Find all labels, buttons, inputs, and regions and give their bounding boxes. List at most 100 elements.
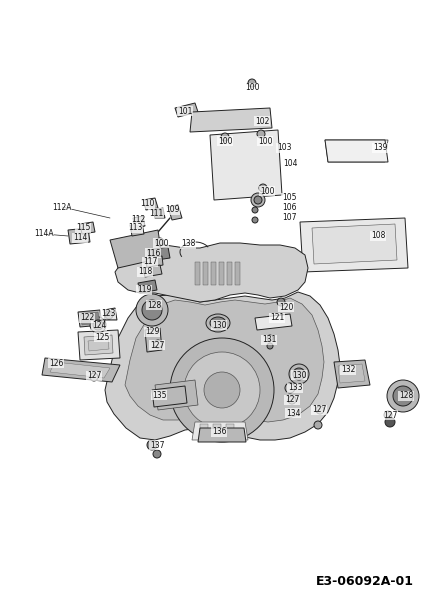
Circle shape	[277, 298, 285, 306]
Circle shape	[136, 294, 168, 326]
Polygon shape	[145, 328, 162, 352]
Polygon shape	[213, 424, 221, 438]
Circle shape	[384, 411, 392, 419]
Circle shape	[288, 396, 296, 404]
Text: 133: 133	[288, 383, 302, 392]
Polygon shape	[226, 424, 234, 438]
Text: 116: 116	[146, 248, 160, 257]
Text: 123: 123	[101, 310, 115, 319]
Polygon shape	[88, 339, 109, 351]
Text: 117: 117	[143, 257, 157, 266]
Circle shape	[184, 352, 260, 428]
Text: 122: 122	[80, 313, 94, 323]
Text: 108: 108	[371, 232, 385, 241]
Circle shape	[252, 207, 258, 213]
Text: 134: 134	[286, 409, 300, 418]
Circle shape	[254, 196, 262, 204]
Circle shape	[252, 217, 258, 223]
Text: 130: 130	[212, 320, 226, 329]
Polygon shape	[325, 140, 388, 162]
Text: 118: 118	[138, 268, 152, 277]
Polygon shape	[78, 330, 120, 360]
Text: 130: 130	[292, 370, 306, 379]
Circle shape	[90, 317, 106, 333]
Circle shape	[105, 311, 113, 319]
Text: 101: 101	[178, 107, 192, 115]
Polygon shape	[235, 262, 240, 285]
Polygon shape	[338, 364, 365, 383]
Polygon shape	[211, 262, 216, 285]
Polygon shape	[325, 140, 388, 162]
Text: 114: 114	[73, 233, 87, 242]
Text: 135: 135	[152, 391, 166, 400]
Text: 127: 127	[383, 410, 397, 419]
Text: 126: 126	[49, 358, 63, 367]
Text: 128: 128	[399, 391, 413, 401]
Circle shape	[267, 335, 273, 341]
Circle shape	[90, 373, 98, 381]
Polygon shape	[130, 223, 144, 236]
Polygon shape	[125, 298, 324, 422]
Polygon shape	[78, 310, 102, 327]
Text: 106: 106	[282, 203, 296, 212]
Polygon shape	[300, 218, 408, 272]
Polygon shape	[190, 108, 272, 132]
Text: 131: 131	[262, 335, 276, 344]
Polygon shape	[155, 380, 198, 410]
Polygon shape	[146, 256, 163, 268]
Text: 112: 112	[131, 215, 145, 224]
Circle shape	[314, 421, 322, 429]
Circle shape	[385, 417, 395, 427]
Text: 109: 109	[165, 205, 179, 214]
Polygon shape	[133, 216, 145, 228]
Text: 127: 127	[87, 371, 101, 380]
Polygon shape	[104, 308, 117, 320]
Polygon shape	[210, 130, 282, 200]
Circle shape	[156, 238, 164, 246]
Polygon shape	[219, 262, 224, 285]
Text: 136: 136	[212, 427, 226, 437]
Text: 138: 138	[181, 239, 195, 248]
Text: 112A: 112A	[52, 202, 72, 211]
Text: 102: 102	[255, 116, 269, 125]
Circle shape	[153, 450, 161, 458]
Text: 125: 125	[95, 332, 109, 341]
Polygon shape	[168, 205, 182, 220]
Circle shape	[147, 440, 157, 450]
Circle shape	[393, 386, 413, 406]
Circle shape	[248, 79, 256, 87]
Text: 119: 119	[137, 286, 151, 295]
Circle shape	[221, 133, 229, 141]
Text: 139: 139	[373, 143, 387, 152]
Text: 100: 100	[258, 136, 272, 145]
Circle shape	[387, 380, 419, 412]
Circle shape	[204, 372, 240, 408]
Polygon shape	[42, 358, 120, 382]
Text: 132: 132	[341, 365, 355, 374]
Polygon shape	[138, 280, 157, 293]
Circle shape	[293, 368, 305, 380]
Text: 100: 100	[260, 187, 274, 196]
Polygon shape	[152, 386, 187, 407]
Text: 121: 121	[270, 313, 284, 323]
Text: 100: 100	[154, 238, 168, 247]
Text: 110: 110	[140, 199, 154, 208]
Circle shape	[251, 193, 265, 207]
Circle shape	[93, 320, 103, 330]
Text: E3-06092A-01: E3-06092A-01	[316, 575, 414, 588]
Polygon shape	[80, 312, 100, 325]
Polygon shape	[153, 208, 165, 218]
Text: 127: 127	[150, 340, 164, 349]
Circle shape	[257, 130, 265, 138]
Polygon shape	[175, 103, 198, 117]
Polygon shape	[227, 262, 232, 285]
Text: 115: 115	[76, 223, 90, 232]
Text: 100: 100	[218, 136, 232, 145]
Circle shape	[170, 338, 274, 442]
Ellipse shape	[206, 314, 230, 332]
Circle shape	[267, 343, 273, 349]
Text: 127: 127	[285, 395, 299, 404]
Text: 104: 104	[283, 158, 297, 167]
Polygon shape	[50, 362, 110, 378]
Text: 105: 105	[282, 193, 296, 202]
